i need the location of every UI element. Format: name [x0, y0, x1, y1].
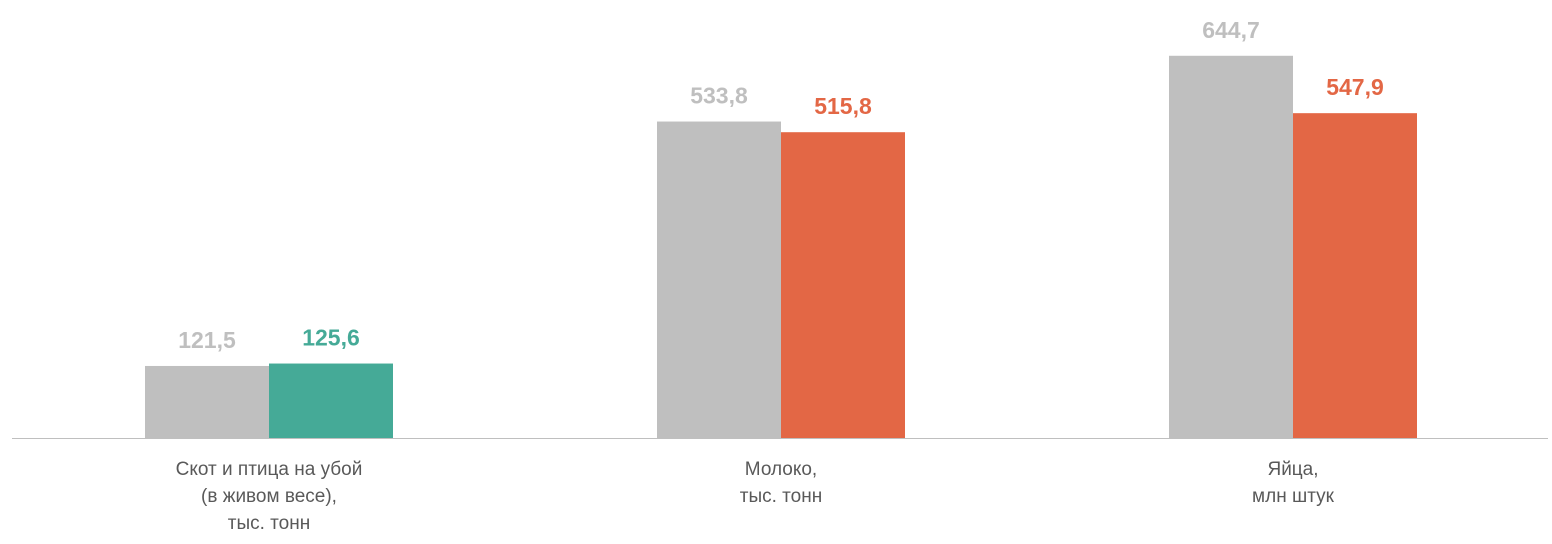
- value-label: 125,6: [302, 325, 360, 351]
- bar: [145, 365, 269, 438]
- category-label: Скот и птица на убой (в живом весе), тыс. …: [176, 459, 363, 534]
- value-label: 644,7: [1202, 17, 1260, 43]
- category-line: Яйца,: [1267, 459, 1318, 480]
- value-label: 515,8: [814, 93, 872, 119]
- value-label: 533,8: [690, 83, 748, 109]
- value-label: 121,5: [178, 327, 236, 353]
- bar: [657, 121, 781, 438]
- bar: [781, 132, 905, 438]
- bar: [269, 363, 393, 438]
- category-line: тыс. тонн: [740, 486, 822, 507]
- category-label: Яйца, млн штук: [1252, 459, 1335, 507]
- category-line: млн штук: [1252, 486, 1335, 507]
- category-line: (в живом весе),: [201, 486, 337, 507]
- bar: [1169, 55, 1293, 438]
- bar: [1293, 113, 1417, 438]
- value-label: 547,9: [1326, 74, 1384, 100]
- category-line: Скот и птица на убой: [176, 459, 363, 480]
- category-line: Молоко,: [745, 459, 817, 480]
- category-line: тыс. тонн: [228, 513, 310, 534]
- category-label: Молоко, тыс. тонн: [740, 459, 822, 507]
